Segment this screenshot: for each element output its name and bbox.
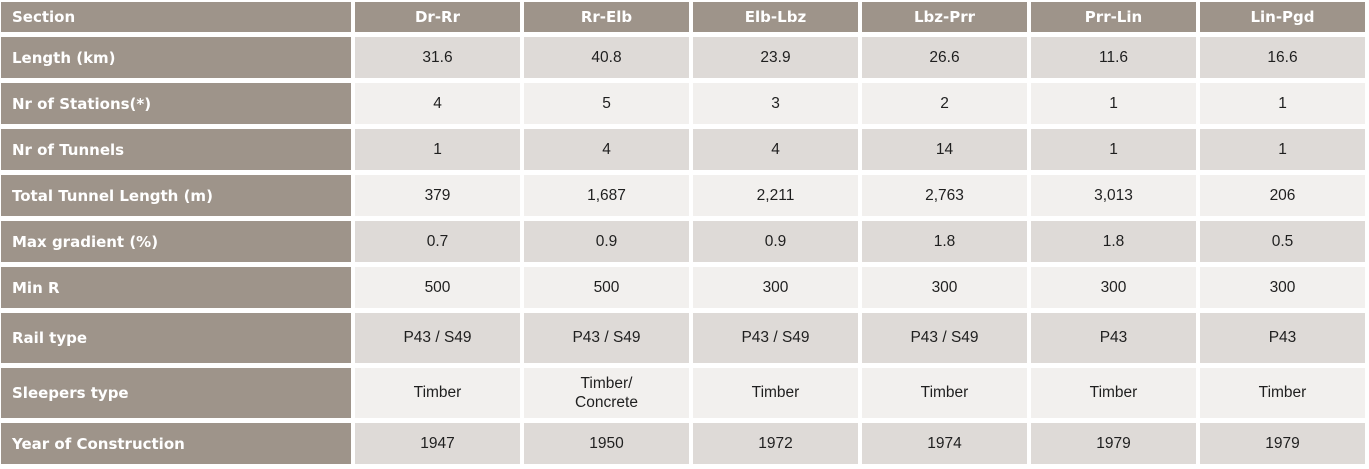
table-cell: 300 bbox=[862, 267, 1027, 308]
table-cell: Timber bbox=[1031, 368, 1196, 418]
row-label: Total Tunnel Length (m) bbox=[1, 175, 351, 216]
table-cell: 1 bbox=[1200, 83, 1365, 124]
table-cell: 40.8 bbox=[524, 37, 689, 78]
table-cell: 1972 bbox=[693, 423, 858, 464]
table-cell: P43 / S49 bbox=[862, 313, 1027, 363]
column-header: Dr-Rr bbox=[355, 2, 520, 32]
table-cell: Timber bbox=[862, 368, 1027, 418]
table-cell: 1979 bbox=[1200, 423, 1365, 464]
table-cell: 5 bbox=[524, 83, 689, 124]
table-row: Sleepers type Timber Timber/ Concrete Timbe… bbox=[1, 368, 1365, 418]
table-cell: 1.8 bbox=[1031, 221, 1196, 262]
table-row: Year of Construction 1947 1950 1972 1974 1979… bbox=[1, 423, 1365, 464]
table-cell: 2,211 bbox=[693, 175, 858, 216]
row-label: Length (km) bbox=[1, 37, 351, 78]
table-cell: 23.9 bbox=[693, 37, 858, 78]
table-cell: 300 bbox=[1031, 267, 1196, 308]
table-cell: 26.6 bbox=[862, 37, 1027, 78]
column-header: Prr-Lin bbox=[1031, 2, 1196, 32]
table-cell: Timber/ Concrete bbox=[524, 368, 689, 418]
table-row: Rail type P43 / S49 P43 / S49 P43 / S49 P43 … bbox=[1, 313, 1365, 363]
table-cell: 11.6 bbox=[1031, 37, 1196, 78]
section-column-header: Section bbox=[1, 2, 351, 32]
table-cell: P43 / S49 bbox=[355, 313, 520, 363]
table-cell: 1,687 bbox=[524, 175, 689, 216]
table-cell: 0.9 bbox=[693, 221, 858, 262]
table-cell: 16.6 bbox=[1200, 37, 1365, 78]
table-cell: Timber bbox=[693, 368, 858, 418]
row-label: Min R bbox=[1, 267, 351, 308]
column-header: Lin-Pgd bbox=[1200, 2, 1365, 32]
table-row: Nr of Tunnels 1 4 4 14 1 1 bbox=[1, 129, 1365, 170]
table-cell: 1 bbox=[355, 129, 520, 170]
table-cell: 0.7 bbox=[355, 221, 520, 262]
table-row: Nr of Stations(*) 4 5 3 2 1 1 bbox=[1, 83, 1365, 124]
header-row: Section Dr-Rr Rr-Elb Elb-Lbz Lbz-Prr Prr-Lin… bbox=[1, 2, 1365, 32]
table-cell: 31.6 bbox=[355, 37, 520, 78]
table-cell: 1 bbox=[1031, 83, 1196, 124]
table-cell: 300 bbox=[693, 267, 858, 308]
column-header: Rr-Elb bbox=[524, 2, 689, 32]
table-cell: P43 bbox=[1031, 313, 1196, 363]
table-cell: 1947 bbox=[355, 423, 520, 464]
table-cell: 1979 bbox=[1031, 423, 1196, 464]
column-header: Elb-Lbz bbox=[693, 2, 858, 32]
table-row: Total Tunnel Length (m) 379 1,687 2,211 2,76… bbox=[1, 175, 1365, 216]
row-label: Nr of Stations(*) bbox=[1, 83, 351, 124]
table-cell: 300 bbox=[1200, 267, 1365, 308]
table-cell: 0.9 bbox=[524, 221, 689, 262]
table-cell: 206 bbox=[1200, 175, 1365, 216]
row-label: Sleepers type bbox=[1, 368, 351, 418]
table-cell: 4 bbox=[693, 129, 858, 170]
table-cell: 2,763 bbox=[862, 175, 1027, 216]
column-header: Lbz-Prr bbox=[862, 2, 1027, 32]
table-cell: 500 bbox=[355, 267, 520, 308]
table-cell: 1.8 bbox=[862, 221, 1027, 262]
row-label: Max gradient (%) bbox=[1, 221, 351, 262]
row-label: Rail type bbox=[1, 313, 351, 363]
table-cell: Timber bbox=[355, 368, 520, 418]
table-cell: P43 bbox=[1200, 313, 1365, 363]
table-cell: 4 bbox=[355, 83, 520, 124]
table-row: Length (km) 31.6 40.8 23.9 26.6 11.6 16.6 bbox=[1, 37, 1365, 78]
row-label: Nr of Tunnels bbox=[1, 129, 351, 170]
table-cell: 0.5 bbox=[1200, 221, 1365, 262]
table-cell: 14 bbox=[862, 129, 1027, 170]
table-body: Length (km) 31.6 40.8 23.9 26.6 11.6 16.6 Nr of… bbox=[1, 37, 1365, 464]
table-cell: P43 / S49 bbox=[693, 313, 858, 363]
table-cell: 1974 bbox=[862, 423, 1027, 464]
table-cell: 500 bbox=[524, 267, 689, 308]
table-cell: 1 bbox=[1031, 129, 1196, 170]
table-cell: 1 bbox=[1200, 129, 1365, 170]
table-cell: 3,013 bbox=[1031, 175, 1196, 216]
table-cell: P43 / S49 bbox=[524, 313, 689, 363]
table-cell: 379 bbox=[355, 175, 520, 216]
table-cell: 1950 bbox=[524, 423, 689, 464]
table-row: Min R 500 500 300 300 300 300 bbox=[1, 267, 1365, 308]
table-cell: Timber bbox=[1200, 368, 1365, 418]
table-cell: 2 bbox=[862, 83, 1027, 124]
table-row: Max gradient (%) 0.7 0.9 0.9 1.8 1.8 0.5 bbox=[1, 221, 1365, 262]
table-cell: 3 bbox=[693, 83, 858, 124]
table-cell: 4 bbox=[524, 129, 689, 170]
row-label: Year of Construction bbox=[1, 423, 351, 464]
